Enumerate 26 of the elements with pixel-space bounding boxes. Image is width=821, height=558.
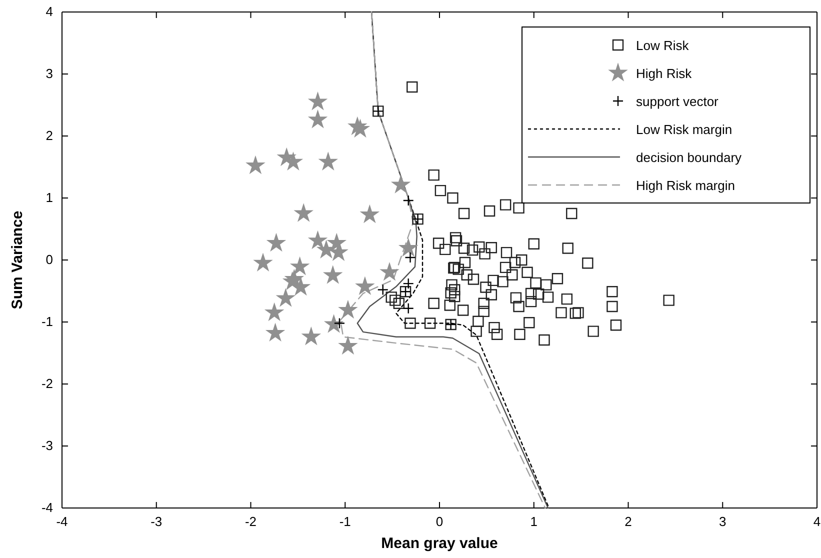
y-tick-label: -4: [41, 500, 53, 516]
y-tick-label: -2: [41, 376, 53, 392]
y-tick-label: -3: [41, 438, 53, 454]
x-tick-label: -4: [56, 514, 68, 530]
y-tick-label: 3: [46, 66, 53, 82]
y-tick-label: 1: [46, 190, 53, 206]
text: High Risk margin: [636, 178, 735, 193]
x-tick-label: 4: [813, 514, 821, 530]
text: decision boundary: [636, 150, 742, 165]
y-axis-title: Sum Variance: [9, 210, 26, 310]
y-tick-label: 2: [46, 128, 53, 144]
legend-label: support vector: [636, 94, 720, 109]
text: Low Risk margin: [636, 122, 732, 137]
x-tick-label: 2: [624, 514, 632, 530]
x-tick-label: 1: [530, 514, 538, 530]
y-tick-label: 4: [46, 4, 53, 20]
legend-label: Low Risk: [636, 38, 690, 53]
x-tick-label: 3: [719, 514, 726, 530]
x-tick-label: 0: [436, 514, 444, 530]
x-axis-title: Mean gray value: [381, 535, 498, 552]
x-tick-label: -2: [244, 514, 257, 530]
y-tick-label: 0: [46, 252, 53, 268]
y-tick-label: -1: [41, 314, 53, 330]
legend-label: High Risk: [636, 66, 692, 81]
x-tick-label: -3: [150, 514, 162, 530]
x-tick-label: -1: [339, 514, 351, 530]
